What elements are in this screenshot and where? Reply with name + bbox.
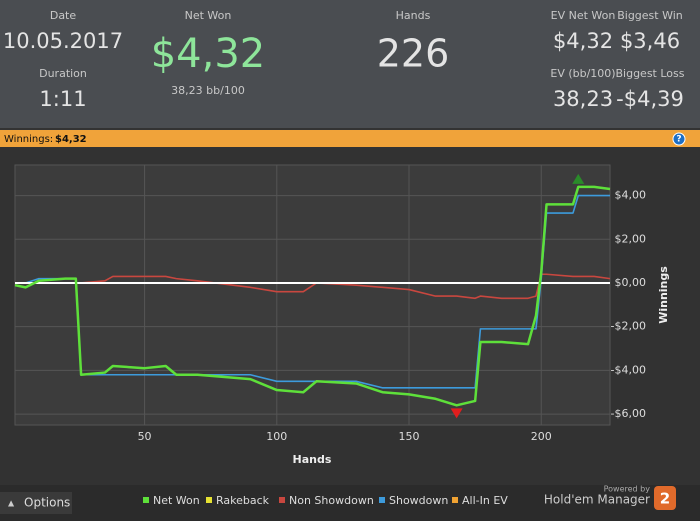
legend-swatch xyxy=(452,497,458,503)
stat-value: $4,32 xyxy=(553,29,613,53)
x-tick-label: 200 xyxy=(531,430,552,443)
y-tick-label: -$6,00 xyxy=(611,407,646,420)
help-icon[interactable]: ? xyxy=(676,135,681,145)
options-arrow[interactable]: ▲ xyxy=(8,499,15,508)
y-tick-label: -$4,00 xyxy=(611,363,646,376)
banner-value: $4,32 xyxy=(55,134,87,145)
net-won-value: $4,32 xyxy=(151,31,266,77)
legend-label: Net Won xyxy=(153,494,200,507)
help-button[interactable] xyxy=(672,132,686,146)
stat-label: Net Won xyxy=(185,9,232,22)
legend-label: Non Showdown xyxy=(289,494,374,507)
legend-swatch xyxy=(379,497,385,503)
legend-swatch xyxy=(279,497,285,503)
max-marker xyxy=(572,173,585,184)
hands-value: 226 xyxy=(377,32,450,76)
options-button[interactable] xyxy=(0,492,72,514)
options-label[interactable]: Options xyxy=(24,496,70,510)
stat-value: 38,23 xyxy=(553,87,613,111)
x-tick-label: 50 xyxy=(138,430,152,443)
footer xyxy=(0,485,700,521)
y-tick-label: $0,00 xyxy=(615,276,647,289)
brand: Hold'em Manager xyxy=(544,493,650,507)
y-tick-label: $2,00 xyxy=(615,232,647,245)
brand-version: 2 xyxy=(660,490,670,508)
stat-label: Biggest Loss xyxy=(615,67,684,80)
x-tick-label: 150 xyxy=(399,430,420,443)
legend-label: Rakeback xyxy=(216,494,270,507)
legend-label: All-In EV xyxy=(462,494,508,507)
stat-sub: 38,23 bb/100 xyxy=(171,84,245,97)
stat-value: 10.05.2017 xyxy=(3,29,123,53)
powered-by: Powered by xyxy=(604,485,651,494)
min-marker xyxy=(450,408,463,419)
y-tick-label: $4,00 xyxy=(615,189,647,202)
stat-value: -$4,39 xyxy=(616,87,684,111)
stat-label: Duration xyxy=(39,67,87,80)
legend-swatch xyxy=(206,497,212,503)
series-line xyxy=(14,185,611,407)
legend-swatch xyxy=(143,497,149,503)
stat-label: EV Net Won xyxy=(551,9,616,22)
x-tick-label: 100 xyxy=(266,430,287,443)
stat-label: Hands xyxy=(396,9,431,22)
legend-label: Showdown xyxy=(389,494,448,507)
banner xyxy=(0,130,700,147)
brand-badge xyxy=(654,486,676,510)
stat-label: Biggest Win xyxy=(617,9,683,22)
y-tick-label: -$2,00 xyxy=(611,320,646,333)
x-axis-label: Hands xyxy=(293,453,332,466)
stat-value: $3,46 xyxy=(620,29,680,53)
stat-label: EV (bb/100) xyxy=(550,67,615,80)
stat-label: Date xyxy=(50,9,77,22)
y-axis-label: Winnings xyxy=(657,266,670,324)
stat-value: 1:11 xyxy=(39,87,86,111)
header-bg xyxy=(0,0,700,128)
banner-label: Winnings: xyxy=(4,134,53,145)
